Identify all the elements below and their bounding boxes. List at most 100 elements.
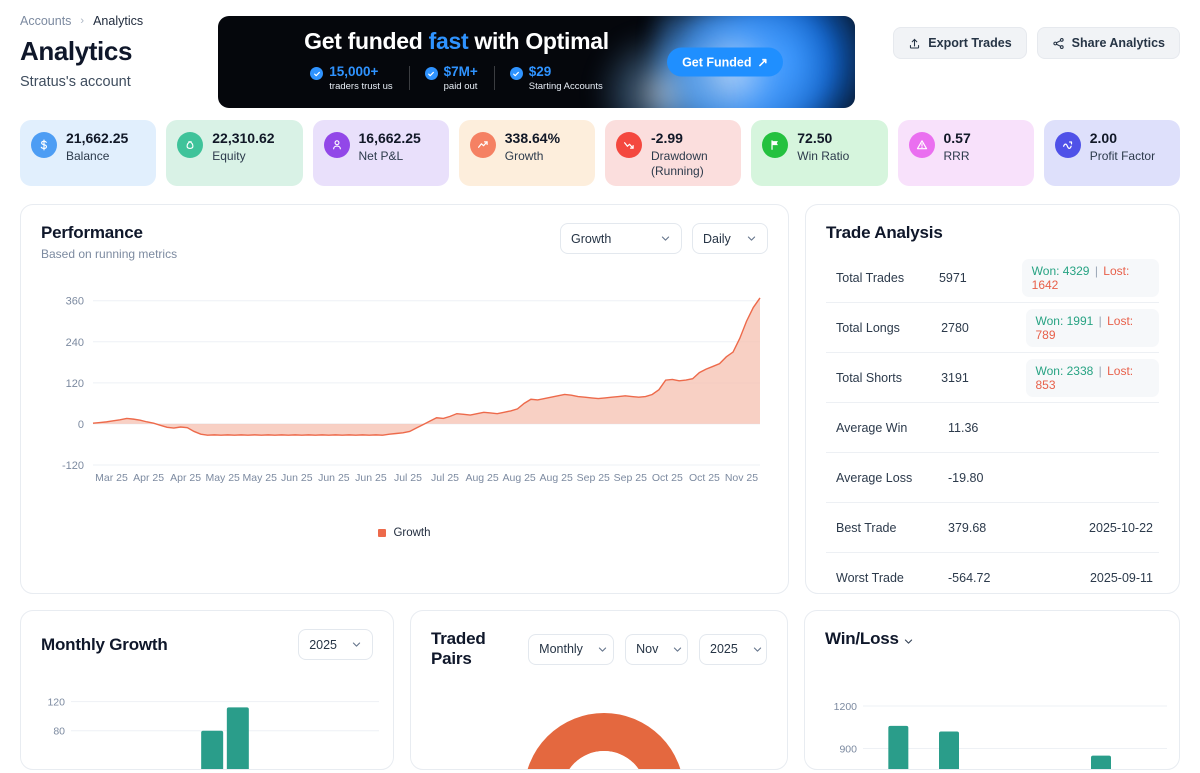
trade-analysis-title: Trade Analysis [826,223,943,242]
wallet-icon [177,132,204,158]
banner-stat-label: traders trust us [329,80,393,92]
chevron-down-icon [352,642,361,647]
chevron-down-icon [598,646,607,652]
bar [201,730,224,769]
badge-separator: | [1091,263,1102,278]
upload-icon [908,37,921,50]
x-axis-tick: Oct 25 [689,472,720,484]
x-axis-tick: Jul 25 [431,472,459,484]
stat-card-balance[interactable]: 21,662.25 Balance [20,120,157,186]
table-row: Total Trades 5971 Won: 4329 | Lost: 1642 [826,253,1159,303]
donut-slice [527,713,681,769]
monthly-growth-chart: 120 80 [41,679,381,769]
breadcrumb-separator-icon: › [80,15,85,27]
trend-up-icon [469,132,496,158]
breadcrumb-accounts[interactable]: Accounts [20,14,72,28]
stat-value: 72.50 [797,130,833,146]
chevron-down-icon [674,646,682,652]
traded-pairs-period-select[interactable]: Monthly [528,633,615,665]
export-trades-button[interactable]: Export Trades [893,27,1027,59]
y-axis-tick: 900 [839,744,857,756]
legend-swatch-growth [378,529,387,537]
win-loss-chart: 1200900600 [825,679,1167,769]
traded-pairs-year-select[interactable]: 2025 [699,633,767,665]
trade-analysis-label: Average Win [836,420,908,435]
stat-card-equity[interactable]: 22,310.62 Equity [166,120,303,186]
banner-stat: 15,000+ traders trust us [294,64,408,92]
bar [888,725,909,769]
growth-line [92,297,761,436]
monthly-growth-title: Monthly Growth [41,634,168,654]
won-count: Won: 2338 [1035,363,1094,378]
monthly-growth-year-select[interactable]: 2025 [298,629,373,660]
performance-period-select[interactable]: Daily [692,223,768,254]
share-analytics-button[interactable]: Share Analytics [1036,27,1180,59]
get-funded-button[interactable]: Get Funded ↗ [667,47,783,77]
table-row: Total Longs 2780 Won: 1991 | Lost: 789 [826,303,1159,353]
x-axis-tick: Jun 25 [318,472,350,484]
x-axis-tick: Apr 25 [170,472,201,484]
x-axis-tick: Nov 25 [725,472,758,484]
win-loss-header[interactable]: Win/Loss [825,629,1159,649]
table-row: Best Trade 379.68 2025-10-22 [826,503,1159,553]
win-loss-title: Win/Loss [825,629,899,648]
x-axis-tick: Jun 25 [281,472,313,484]
export-trades-label: Export Trades [928,36,1012,50]
share-analytics-label: Share Analytics [1071,36,1165,50]
stat-card-rrr[interactable]: 0.57 RRR [897,120,1034,186]
performance-metric-select[interactable]: Growth [560,223,682,254]
banner-stat-value: $7M+ [443,64,478,79]
banner-stat-value: 15,000+ [329,64,379,79]
check-icon [509,67,523,80]
stat-label: Growth [504,148,544,163]
x-axis-tick: Jun 25 [355,472,387,484]
banner-headline-part2: with Optimal [468,28,609,54]
stat-card-net-pl[interactable]: 16,662.25 Net P&L [312,120,449,186]
dollar-icon [31,132,57,158]
stat-card-win-ratio[interactable]: 72.50 Win Ratio [751,120,888,186]
trade-analysis-label: Best Trade [836,520,897,535]
bar [1091,755,1111,769]
stat-card-drawdown[interactable]: -2.99 Drawdown (Running) [605,120,742,186]
y-axis-tick: 1200 [834,701,858,713]
traded-pairs-title: Traded Pairs [431,629,486,668]
win-loss-badge: Won: 1991 | Lost: 789 [1025,308,1159,347]
win-loss-card: Win/Loss 1200900600 [804,610,1180,770]
x-axis-tick: Sep 25 [577,472,610,484]
trade-analysis-date: 2025-09-11 [1089,571,1153,585]
donut-hole [569,751,639,769]
trade-analysis-value: -19.80 [948,470,984,485]
trade-analysis-value: -564.72 [948,571,991,585]
stat-label: Drawdown (Running) [651,148,708,178]
chevron-down-icon [747,236,756,241]
stat-card-profit-factor[interactable]: 2.00 Profit Factor [1043,120,1180,186]
monthly-growth-card: Monthly Growth 2025 120 80 [20,610,394,770]
badge-separator: | [1095,363,1106,378]
performance-title: Performance [41,223,143,242]
performance-area-chart: 360 240 120 0 -120 Mar 25 Apr 25 Apr 25 May 25 Ma… [41,277,768,517]
traded-pairs-year-value: 2025 [710,642,738,656]
chevron-down-icon [753,646,761,652]
trade-analysis-value: 2780 [941,320,969,335]
performance-card: Performance Based on running metrics Gro… [20,204,789,594]
stat-value: 16,662.25 [358,130,421,146]
trade-analysis-label: Average Loss [836,470,913,485]
x-axis-tick: Jul 25 [394,472,422,484]
wave-icon [1054,132,1081,158]
y-axis-tick: -120 [62,460,84,472]
monthly-growth-year-value: 2025 [309,637,337,652]
trade-analysis-label: Total Trades [836,270,905,285]
badge-separator: | [1095,313,1106,328]
y-axis-tick: 0 [78,419,84,431]
traded-pairs-month-select[interactable]: Nov [625,633,688,665]
stat-card-growth[interactable]: 338.64% Growth [458,120,595,186]
trade-analysis-value: 11.36 [948,420,979,435]
trade-analysis-label: Total Shorts [836,370,903,385]
x-axis-tick: Aug 25 [540,472,573,484]
traded-pairs-donut-svg [527,713,681,769]
stat-value: -2.99 [651,130,683,146]
stat-label: RRR [943,148,970,163]
get-funded-label: Get Funded [682,55,752,69]
warning-icon [908,132,935,158]
promo-banner[interactable]: Get funded fast with Optimal 15,000+ tra… [218,16,855,108]
